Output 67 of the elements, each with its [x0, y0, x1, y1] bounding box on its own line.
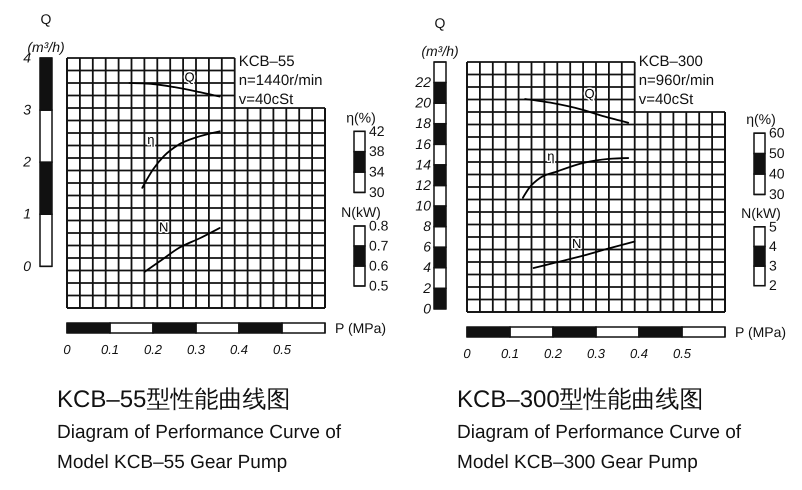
annotation: n=1440r/min	[238, 72, 323, 89]
y-tick-label: 8	[423, 218, 432, 234]
y2-tick-label: 30	[369, 184, 385, 200]
annotation: n=960r/min	[638, 72, 714, 89]
y3-tick-label: 0.5	[369, 277, 389, 294]
y3-axis-title: N(kW)	[341, 204, 381, 220]
y2-axis-title: η(%)	[346, 109, 376, 126]
line-series	[141, 130, 221, 189]
y-tick-label: 3	[23, 102, 32, 118]
x-tick-label: 0.2	[144, 342, 163, 358]
annotation: v=40cSt	[638, 91, 694, 108]
series-label: Q	[184, 69, 195, 84]
y-tick-label: 0	[423, 300, 432, 316]
x-tick-label: 0.4	[230, 342, 248, 358]
series-label: η	[147, 132, 154, 147]
y2-tick-label: 34	[369, 164, 385, 180]
line-series	[532, 240, 636, 269]
x-axis-title: P (MPa)	[335, 320, 386, 336]
y-tick-label: 20	[414, 94, 432, 111]
text: Diagram of Performance Curve of Model KCB–300 Gear Pump	[457, 422, 742, 473]
y3-tick-label: 0.6	[369, 257, 389, 274]
y3-tick-label: 3	[769, 258, 777, 274]
y-tick-label: 14	[415, 156, 432, 172]
x-tick-label: 0.1	[500, 346, 520, 362]
y-tick-label: 1	[23, 206, 31, 222]
series-label: Q	[584, 86, 595, 101]
y-tick-label: 12	[415, 176, 432, 193]
y-tick-label: 0	[23, 258, 32, 274]
y2-axis-title: η(%)	[746, 111, 776, 128]
x-tick-label: 0.3	[186, 342, 206, 358]
y-tick-label: 2	[22, 154, 32, 170]
y-axis-title: Q (m³/h)	[421, 15, 459, 59]
y3-tick-label: 2	[769, 277, 777, 294]
x-tick-label: 0	[463, 346, 472, 362]
annotation: v=40cSt	[238, 91, 294, 108]
text: KCB–300型性能曲线图	[457, 386, 704, 413]
y2-tick-label: 40	[769, 166, 785, 182]
annotation: KCB–55	[238, 53, 295, 70]
y-tick-label: 6	[423, 238, 432, 255]
x-tick-label: 0.4	[630, 346, 648, 362]
x-tick-label: 0	[63, 342, 72, 358]
y-tick-label: 10	[415, 198, 432, 214]
y2-tick-label: 38	[369, 143, 385, 160]
y-tick-label: 18	[415, 115, 432, 132]
series-label: η	[547, 148, 554, 164]
x-tick-label: 0.2	[544, 346, 563, 362]
series-label: N	[572, 236, 582, 251]
y2-tick-label: 50	[769, 145, 785, 162]
x-tick-label: 0.3	[586, 346, 606, 362]
y3-tick-label: 4	[769, 238, 777, 254]
y-tick-label: 22	[414, 74, 432, 90]
y-tick-label: 2	[422, 280, 432, 296]
x-tick-label: 0.5	[672, 346, 692, 362]
series-label: N	[159, 219, 168, 234]
y3-tick-label: 0.7	[369, 237, 389, 254]
y2-tick-label: 30	[769, 186, 785, 202]
y3-axis-title: N(kW)	[741, 204, 781, 221]
text: Diagram of Performance Curve of Model KCB–55 Gear Pump	[57, 422, 342, 473]
y3-tick-label: 5	[769, 218, 777, 234]
y-tick-label: 4	[423, 259, 432, 276]
x-tick-label: 0.5	[272, 342, 292, 358]
line-series	[128, 82, 221, 98]
text: KCB–55型性能曲线图	[57, 386, 290, 413]
x-axis-title: P (MPa)	[735, 324, 786, 340]
y-tick-label: 16	[415, 136, 432, 152]
annotation: KCB–300	[638, 53, 703, 70]
x-tick-label: 0.1	[100, 342, 120, 358]
